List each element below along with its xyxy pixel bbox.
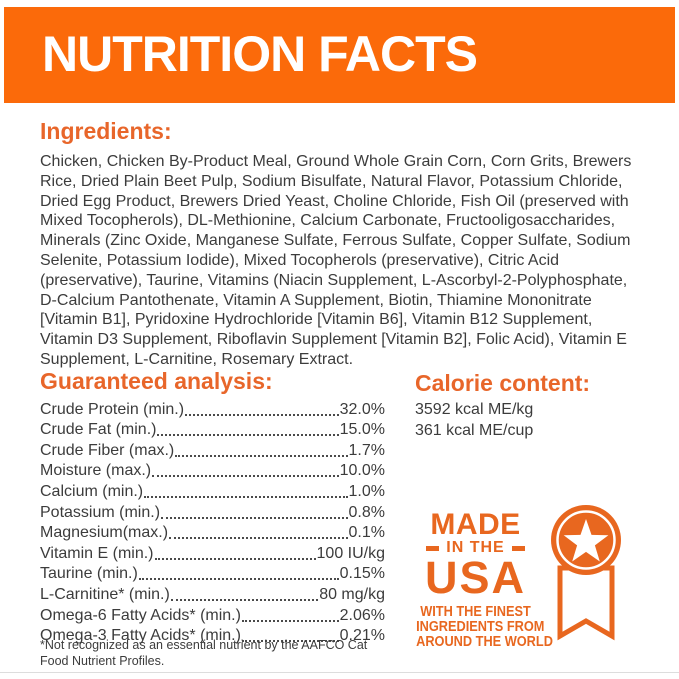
dot-leader — [169, 537, 348, 540]
analysis-row-label: Crude Protein (min.) — [40, 400, 185, 418]
calorie-content-heading: Calorie content: — [415, 370, 591, 396]
analysis-row-label: Calcium (min.) — [40, 482, 144, 500]
analysis-row-value: 32.0% — [339, 400, 385, 418]
analysis-row-label: Omega-6 Fatty Acids* (min.) — [40, 606, 241, 624]
analysis-row: Vitamin E (min.) 100 IU/kg — [40, 542, 385, 563]
analysis-row-value: 15.0% — [339, 421, 385, 439]
analysis-row: Magnesium(max.) 0.1% — [40, 522, 385, 543]
analysis-row-value: 80 mg/kg — [319, 585, 385, 603]
analysis-row: Crude Protein (min.) 32.0% — [40, 398, 385, 419]
analysis-row-value: 100 IU/kg — [316, 544, 385, 562]
dot-leader — [144, 495, 348, 498]
analysis-row-label: Potassium (min.) — [40, 503, 161, 521]
dot-leader — [152, 475, 339, 478]
analysis-row-value: 0.8% — [348, 503, 385, 521]
dot-leader — [161, 516, 348, 519]
analysis-row-value: 1.7% — [348, 441, 385, 459]
tagline-line: AROUND THE WORLD — [416, 634, 553, 650]
analysis-row: Omega-6 Fatty Acids* (min.) 2.06% — [40, 604, 385, 625]
usa-text: USA — [424, 552, 526, 603]
dot-leader — [154, 557, 316, 560]
in-the-row: IN THE — [408, 539, 543, 556]
made-text: MADE — [430, 508, 521, 541]
ingredients-heading: Ingredients: — [40, 118, 172, 144]
analysis-row-value: 0.21% — [339, 627, 385, 645]
dash-decoration — [426, 545, 440, 551]
dot-leader — [175, 454, 348, 457]
calorie-content-values: 3592 kcal ME/kg 361 kcal ME/cup — [415, 399, 533, 441]
analysis-row-value: 0.1% — [348, 524, 385, 542]
analysis-row: Crude Fiber (max.) 1.7% — [40, 439, 385, 460]
analysis-footnote: *Not recognized as an essential nutrient… — [40, 638, 368, 668]
analysis-row-label: Magnesium(max.) — [40, 524, 169, 542]
ingredients-text: Chicken, Chicken By-Product Meal, Ground… — [40, 153, 632, 368]
in-the-text: IN THE — [446, 539, 505, 556]
header-bar: NUTRITION FACTS — [4, 7, 675, 103]
analysis-row: Potassium (min.) 0.8% — [40, 501, 385, 522]
award-ribbon-star-icon — [551, 505, 621, 641]
analysis-row: L-Carnitine* (min.) 80 mg/kg — [40, 583, 385, 604]
analysis-row-value: 2.06% — [339, 606, 385, 624]
dash-decoration — [511, 545, 525, 551]
analysis-row-label: Crude Fat (min.) — [40, 421, 157, 439]
guaranteed-analysis-list: Crude Protein (min.) 32.0% Crude Fat (mi… — [40, 398, 385, 645]
analysis-row-label: Taurine (min.) — [40, 565, 138, 583]
analysis-row-label: Crude Fiber (max.) — [40, 441, 175, 459]
analysis-row: Omega-3 Fatty Acids* (min.) 0.21% — [40, 625, 385, 646]
dot-leader — [241, 619, 339, 622]
analysis-row-label: Vitamin E (min.) — [40, 544, 154, 562]
analysis-row-value: 1.0% — [348, 482, 385, 500]
dot-leader — [157, 434, 339, 437]
analysis-row-value: 0.15% — [339, 565, 385, 583]
analysis-row-label: Omega-3 Fatty Acids* (min.) — [40, 627, 241, 645]
dot-leader — [241, 640, 339, 643]
analysis-row-label: L-Carnitine* (min.) — [40, 585, 170, 603]
analysis-row-value: 10.0% — [339, 462, 385, 480]
made-in-usa-badge: MADE IN THE USA WITH THE FINEST INGREDIE… — [408, 508, 553, 650]
calorie-line: 3592 kcal ME/kg — [415, 401, 534, 418]
analysis-row: Taurine (min.) 0.15% — [40, 563, 385, 584]
bottom-edge-divider — [0, 672, 679, 673]
dot-leader — [138, 578, 339, 581]
dot-leader — [170, 598, 319, 601]
analysis-row: Crude Fat (min.) 15.0% — [40, 419, 385, 440]
page-title: NUTRITION FACTS — [42, 26, 478, 82]
analysis-row-label: Moisture (max.) — [40, 462, 152, 480]
analysis-row: Calcium (min.) 1.0% — [40, 480, 385, 501]
analysis-row: Moisture (max.) 10.0% — [40, 460, 385, 481]
dot-leader — [185, 413, 339, 416]
tagline-line: WITH THE FINEST — [420, 604, 531, 620]
guaranteed-analysis-heading: Guaranteed analysis: — [40, 368, 273, 394]
calorie-line: 361 kcal ME/cup — [415, 422, 534, 439]
tagline-line: INGREDIENTS FROM — [416, 619, 545, 635]
